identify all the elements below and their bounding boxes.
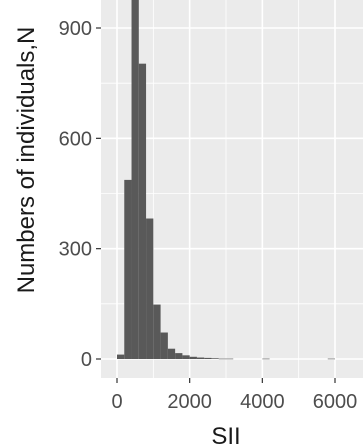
histogram-bar	[124, 179, 132, 359]
histogram-bar	[211, 358, 219, 359]
histogram-bar	[218, 358, 226, 360]
x-tick-label: 4000	[240, 391, 285, 413]
y-tick-label: 900	[59, 18, 92, 40]
histogram-bar	[189, 356, 197, 359]
histogram-bar	[204, 357, 212, 359]
histogram-bar	[167, 348, 176, 359]
histogram-bar	[327, 358, 335, 360]
x-tick-label: 6000	[313, 391, 358, 413]
x-tick-label: 2000	[167, 391, 212, 413]
y-tick-label: 300	[59, 239, 92, 261]
histogram-bar	[160, 332, 168, 359]
histogram-bar	[226, 358, 234, 360]
y-axis-title: Numbers of individuals,N	[13, 27, 40, 294]
y-axis-ticks: 0 300 600 900	[59, 18, 101, 371]
histogram-bar	[182, 355, 190, 359]
x-axis-ticks: 0 2000 4000 6000	[111, 378, 357, 413]
histogram-bar	[131, 0, 139, 359]
histogram-bar	[138, 63, 147, 360]
x-axis-title: SII	[211, 423, 240, 447]
histogram-bar	[146, 218, 154, 359]
histogram-bar	[117, 354, 125, 359]
histogram-bars	[117, 0, 335, 360]
histogram-bar	[262, 358, 270, 360]
histogram-bar	[153, 304, 161, 359]
x-tick-label: 0	[111, 391, 122, 413]
y-tick-label: 0	[81, 349, 92, 371]
histogram-bar	[175, 353, 183, 359]
y-tick-label: 600	[59, 128, 92, 150]
histogram-bar	[196, 357, 205, 359]
